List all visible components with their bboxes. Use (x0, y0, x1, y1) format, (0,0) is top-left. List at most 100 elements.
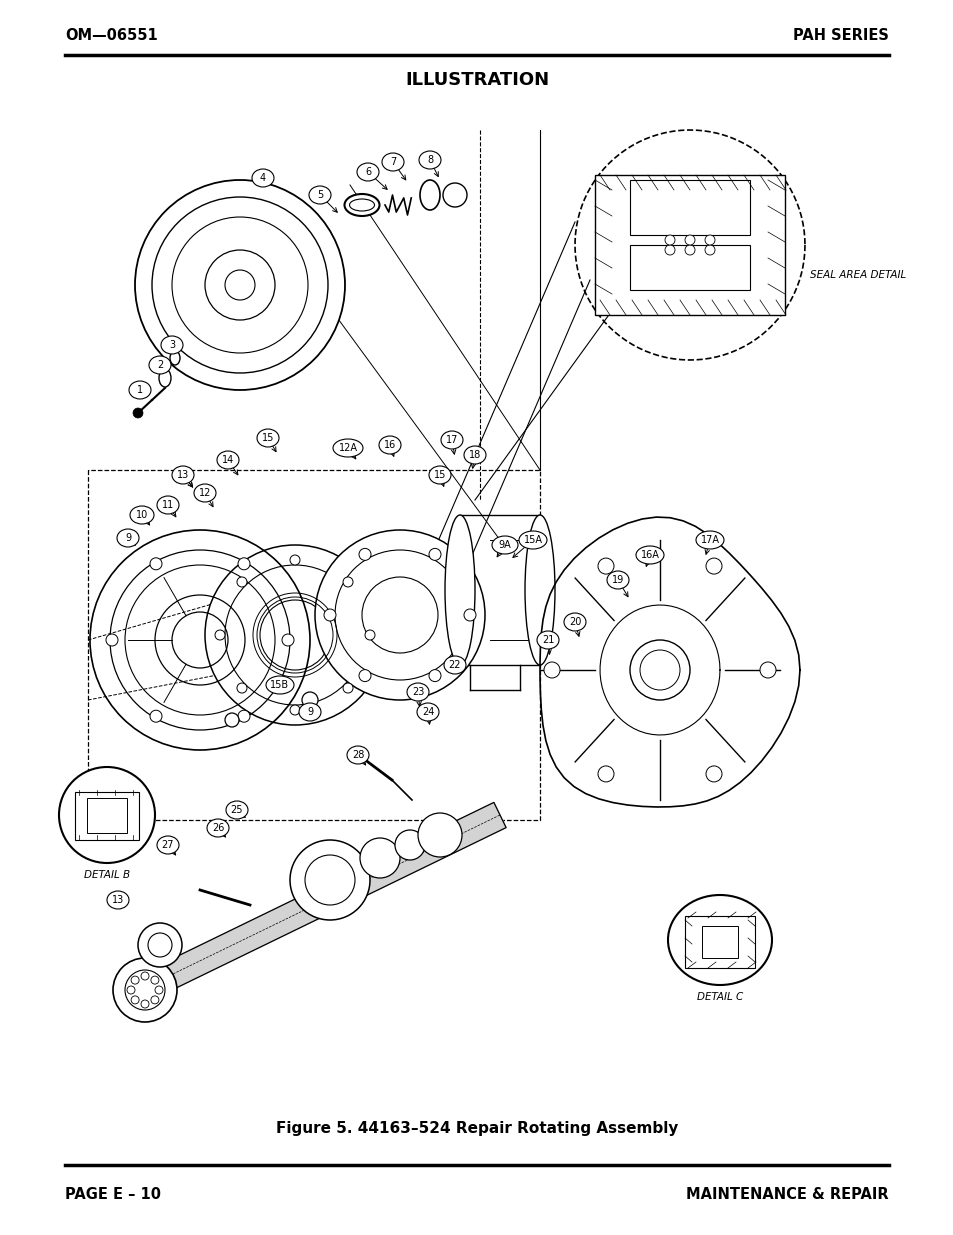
Circle shape (141, 972, 149, 981)
Text: PAH SERIES: PAH SERIES (792, 27, 888, 42)
Circle shape (395, 830, 424, 860)
Ellipse shape (172, 466, 193, 484)
Circle shape (442, 183, 467, 207)
Circle shape (141, 1000, 149, 1008)
Circle shape (131, 995, 139, 1004)
Ellipse shape (344, 194, 379, 216)
Ellipse shape (216, 451, 239, 469)
Circle shape (125, 969, 165, 1010)
Circle shape (152, 198, 328, 373)
Circle shape (205, 545, 385, 725)
Ellipse shape (463, 446, 485, 464)
Ellipse shape (636, 546, 663, 564)
Circle shape (705, 766, 721, 782)
Circle shape (358, 548, 371, 561)
Text: MAINTENANCE & REPAIR: MAINTENANCE & REPAIR (685, 1188, 888, 1203)
Circle shape (359, 839, 399, 878)
Text: 9A: 9A (498, 540, 511, 550)
Circle shape (705, 558, 721, 574)
Circle shape (135, 180, 345, 390)
Circle shape (214, 630, 225, 640)
Ellipse shape (298, 703, 320, 721)
Circle shape (543, 662, 559, 678)
Circle shape (598, 558, 614, 574)
Ellipse shape (193, 484, 215, 501)
Text: 23: 23 (412, 687, 424, 697)
Ellipse shape (252, 169, 274, 186)
Ellipse shape (667, 895, 771, 986)
Ellipse shape (696, 531, 723, 550)
Text: 15: 15 (434, 471, 446, 480)
Text: 2: 2 (156, 359, 163, 370)
Text: DETAIL B: DETAIL B (84, 869, 130, 881)
Text: 13: 13 (176, 471, 189, 480)
Ellipse shape (309, 186, 331, 204)
Text: 15B: 15B (270, 680, 290, 690)
Ellipse shape (416, 703, 438, 721)
Text: 14: 14 (222, 454, 233, 466)
Ellipse shape (149, 356, 171, 374)
Text: OM—06551: OM—06551 (65, 27, 157, 42)
Text: 17A: 17A (700, 535, 719, 545)
Ellipse shape (492, 536, 517, 555)
Text: 22: 22 (448, 659, 460, 671)
Ellipse shape (107, 890, 129, 909)
Text: 13: 13 (112, 895, 124, 905)
Circle shape (361, 577, 437, 653)
Ellipse shape (170, 351, 180, 366)
FancyBboxPatch shape (75, 792, 139, 840)
Circle shape (260, 600, 330, 671)
Circle shape (760, 662, 775, 678)
Text: 7: 7 (390, 157, 395, 167)
Ellipse shape (440, 431, 462, 450)
Ellipse shape (606, 571, 628, 589)
Circle shape (59, 767, 154, 863)
Text: 25: 25 (231, 805, 243, 815)
Text: 16: 16 (383, 440, 395, 450)
Ellipse shape (130, 506, 153, 524)
Ellipse shape (333, 438, 363, 457)
Circle shape (343, 577, 353, 587)
Text: 19: 19 (611, 576, 623, 585)
Text: 9: 9 (307, 706, 313, 718)
FancyBboxPatch shape (87, 798, 127, 832)
Ellipse shape (518, 531, 546, 550)
Circle shape (236, 577, 247, 587)
Circle shape (598, 766, 614, 782)
Text: PAGE E – 10: PAGE E – 10 (65, 1188, 161, 1203)
Circle shape (335, 550, 464, 680)
Text: SEAL AREA DETAIL: SEAL AREA DETAIL (809, 270, 905, 280)
Ellipse shape (524, 515, 555, 664)
Circle shape (704, 235, 714, 245)
Circle shape (282, 634, 294, 646)
Text: 12A: 12A (338, 443, 357, 453)
Text: 4: 4 (259, 173, 266, 183)
Ellipse shape (563, 613, 585, 631)
Circle shape (290, 555, 299, 564)
Text: 17: 17 (445, 435, 457, 445)
Circle shape (151, 995, 159, 1004)
Circle shape (127, 986, 135, 994)
Text: 1: 1 (137, 385, 143, 395)
Circle shape (205, 249, 274, 320)
Text: 12: 12 (198, 488, 211, 498)
Ellipse shape (419, 180, 439, 210)
Circle shape (148, 932, 172, 957)
Circle shape (151, 976, 159, 984)
Circle shape (629, 640, 689, 700)
Circle shape (305, 855, 355, 905)
Ellipse shape (207, 819, 229, 837)
Ellipse shape (256, 429, 278, 447)
Polygon shape (133, 803, 506, 1003)
Ellipse shape (378, 436, 400, 454)
Circle shape (132, 408, 143, 417)
Circle shape (664, 235, 675, 245)
Ellipse shape (537, 631, 558, 650)
Circle shape (172, 217, 308, 353)
Circle shape (131, 976, 139, 984)
Ellipse shape (407, 683, 429, 701)
Ellipse shape (157, 836, 179, 853)
Ellipse shape (157, 496, 179, 514)
Circle shape (314, 530, 484, 700)
Ellipse shape (129, 382, 151, 399)
